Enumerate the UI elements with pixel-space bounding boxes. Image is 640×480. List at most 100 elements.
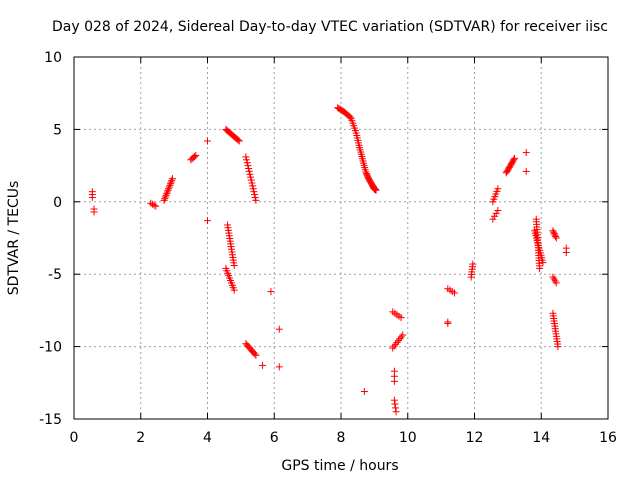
data-point xyxy=(362,168,370,176)
data-point xyxy=(245,167,253,175)
data-point xyxy=(252,196,260,204)
data-point xyxy=(247,173,255,181)
data-point xyxy=(246,170,254,178)
data-point xyxy=(249,182,257,190)
data-point xyxy=(249,185,257,193)
data-point xyxy=(90,208,98,216)
data-point xyxy=(168,176,176,184)
data-point xyxy=(552,234,560,242)
x-axis-label: GPS time / hours xyxy=(281,458,398,474)
data-point xyxy=(372,186,380,194)
data-point xyxy=(492,209,500,217)
data-point xyxy=(243,156,251,164)
data-point xyxy=(494,206,502,214)
data-point xyxy=(167,178,175,186)
grid xyxy=(74,57,608,419)
data-point xyxy=(161,195,169,203)
y-tick-label: -10 xyxy=(39,340,62,356)
data-point xyxy=(539,259,547,267)
x-tick-label: 2 xyxy=(136,430,145,446)
data-point xyxy=(252,351,260,359)
data-point xyxy=(245,164,253,172)
y-tick-label: 10 xyxy=(44,50,62,66)
data-point xyxy=(247,176,255,184)
data-point xyxy=(550,230,558,238)
data-point xyxy=(390,396,398,404)
data-point xyxy=(522,149,530,157)
data-point xyxy=(494,185,502,193)
x-tick-label: 0 xyxy=(70,430,79,446)
data-point xyxy=(164,186,172,194)
data-point xyxy=(243,159,251,167)
data-point xyxy=(162,191,170,199)
data-point xyxy=(251,191,259,199)
data-point xyxy=(242,153,250,161)
data-point xyxy=(391,400,399,408)
data-point xyxy=(554,343,562,351)
data-point xyxy=(522,167,530,175)
y-tick-label: 5 xyxy=(53,122,62,138)
data-point xyxy=(167,180,175,188)
data-point xyxy=(235,137,243,145)
data-point xyxy=(511,154,519,162)
data-point xyxy=(510,156,518,164)
data-point xyxy=(152,202,160,210)
data-point xyxy=(491,212,499,220)
data-point xyxy=(166,181,174,189)
data-point xyxy=(244,162,252,170)
data-point xyxy=(346,113,354,121)
data-point xyxy=(550,228,558,236)
x-tick-label: 4 xyxy=(203,430,212,446)
data-point xyxy=(204,137,211,145)
y-axis-label: SDTVAR / TECUs xyxy=(6,181,22,296)
data-point xyxy=(551,231,559,239)
data-point xyxy=(163,188,171,196)
data-point xyxy=(234,136,242,144)
data-point xyxy=(552,233,560,241)
data-point xyxy=(251,193,259,201)
data-point xyxy=(230,286,238,294)
x-tick-label: 14 xyxy=(532,430,550,446)
data-point xyxy=(552,279,560,287)
axis-ticks: 0 2 4 6 8 10 12 14 16 -15 -10 -5 0 5 10 xyxy=(39,50,617,446)
data-point xyxy=(88,193,96,201)
data-point xyxy=(250,188,258,196)
x-tick-label: 10 xyxy=(399,430,417,446)
data-point xyxy=(275,363,283,371)
y-tick-label: -5 xyxy=(48,267,62,283)
data-point xyxy=(150,201,158,209)
data-point xyxy=(163,190,171,198)
data-point xyxy=(450,289,458,297)
data-point xyxy=(267,288,275,296)
plot-frame xyxy=(73,56,609,420)
data-point xyxy=(469,260,477,268)
data-point xyxy=(168,175,176,183)
data-point xyxy=(549,227,557,235)
data-point xyxy=(399,331,407,339)
data-point xyxy=(397,314,405,322)
x-tick-label: 8 xyxy=(337,430,346,446)
y-tick-label: 0 xyxy=(53,195,62,211)
data-point xyxy=(392,404,400,412)
data-point xyxy=(161,193,169,201)
data-point xyxy=(390,377,398,385)
data-point xyxy=(259,361,267,369)
data-point xyxy=(536,264,544,272)
data-points xyxy=(88,104,570,416)
y-tick-label: -15 xyxy=(39,412,62,428)
data-point xyxy=(204,217,211,225)
data-point xyxy=(165,183,173,191)
x-tick-label: 16 xyxy=(599,430,617,446)
chart-title: Day 028 of 2024, Sidereal Day-to-day VTE… xyxy=(52,19,608,35)
x-tick-label: 6 xyxy=(270,430,279,446)
data-point xyxy=(251,350,259,358)
data-point xyxy=(248,179,256,187)
data-point xyxy=(275,325,283,333)
data-point xyxy=(562,248,570,256)
data-point xyxy=(444,319,452,327)
data-point xyxy=(360,387,368,395)
data-point xyxy=(160,196,168,204)
data-point xyxy=(230,262,238,270)
data-point xyxy=(191,153,199,161)
